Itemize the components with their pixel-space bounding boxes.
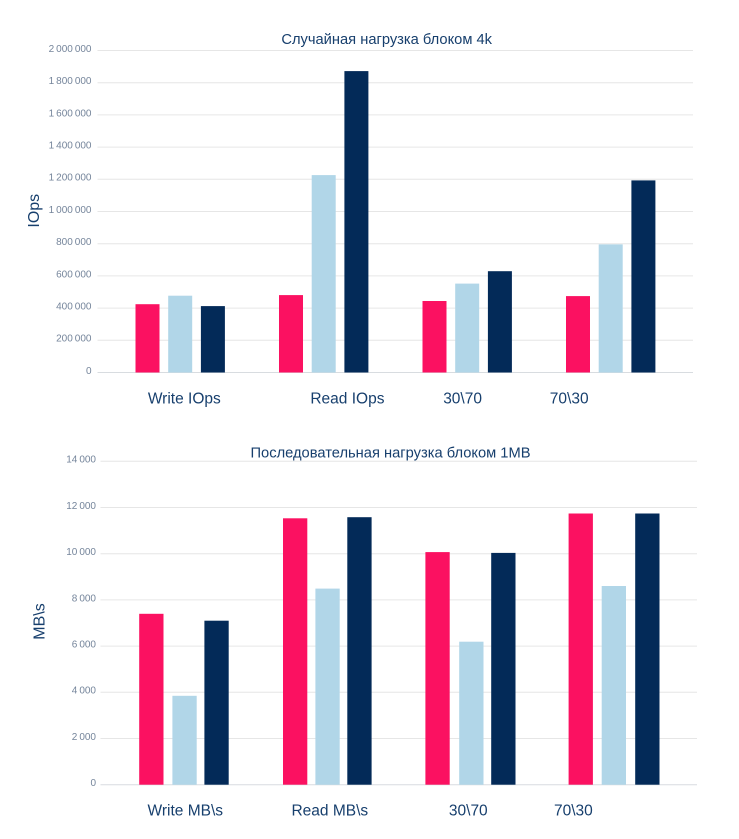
svg-text:6 000: 6 000	[72, 640, 97, 651]
svg-text:10 000: 10 000	[66, 547, 96, 558]
svg-text:4 000: 4 000	[72, 686, 97, 697]
svg-text:Read IOps: Read IOps	[310, 391, 384, 408]
svg-text:1 800 000: 1 800 000	[49, 76, 92, 87]
svg-text:12 000: 12 000	[66, 501, 96, 512]
svg-text:70\30: 70\30	[550, 391, 589, 408]
svg-text:Write IOps: Write IOps	[148, 391, 221, 408]
svg-text:MB\s: MB\s	[32, 603, 49, 639]
svg-text:600 000: 600 000	[56, 269, 92, 280]
svg-text:400 000: 400 000	[56, 302, 92, 313]
svg-text:1 200 000: 1 200 000	[49, 173, 92, 184]
svg-text:Write MB\s: Write MB\s	[148, 803, 224, 820]
svg-text:Случайная нагрузка блоком 4k: Случайная нагрузка блоком 4k	[281, 32, 492, 48]
svg-text:70\30: 70\30	[554, 803, 593, 820]
svg-text:800 000: 800 000	[56, 237, 92, 248]
svg-text:Read MB\s: Read MB\s	[291, 803, 368, 820]
svg-text:30\70: 30\70	[449, 803, 488, 820]
svg-text:200 000: 200 000	[56, 334, 92, 345]
svg-text:Последовательная нагрузка блок: Последовательная нагрузка блоком 1MB	[251, 446, 531, 462]
svg-text:1 600 000: 1 600 000	[49, 108, 92, 119]
svg-text:1 400 000: 1 400 000	[49, 141, 92, 152]
svg-text:IOps: IOps	[26, 194, 43, 228]
svg-text:2 000 000: 2 000 000	[49, 44, 92, 55]
svg-text:0: 0	[90, 778, 96, 789]
svg-text:1 000 000: 1 000 000	[49, 205, 92, 216]
svg-text:2 000: 2 000	[72, 732, 97, 743]
svg-text:14 000: 14 000	[66, 455, 96, 466]
svg-text:30\70: 30\70	[443, 391, 482, 408]
svg-text:0: 0	[86, 366, 92, 377]
svg-text:8 000: 8 000	[72, 593, 97, 604]
